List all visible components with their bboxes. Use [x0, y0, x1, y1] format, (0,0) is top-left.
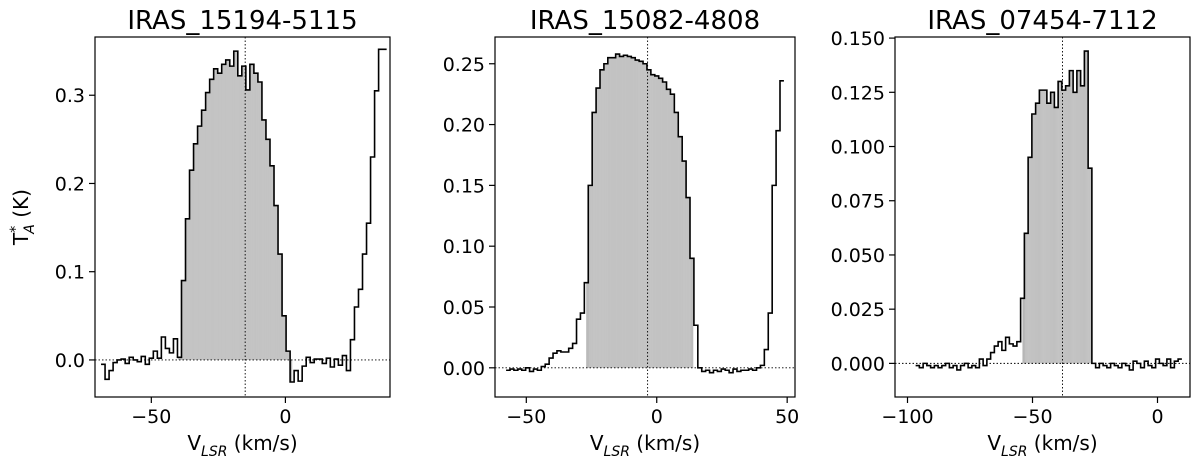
hatch-lines [178, 51, 293, 382]
panel-3: −100 −50 0 0.000 0.025 0.050 0.075 0.100 0.125 0.… [831, 6, 1191, 460]
x-tick-label: −100 [881, 406, 933, 428]
panel-2: −50 0 50 0.00 0.05 0.10 0.15 0.20 0.25 IRAS_15082… [443, 6, 800, 460]
x-tick-label: −50 [1012, 406, 1052, 428]
x-tick-label: 0 [1151, 406, 1163, 428]
hatch-lines [586, 54, 694, 368]
y-tick-label: 0.1 [55, 262, 85, 284]
x-axis-label: VLSR (km/s) [187, 431, 297, 460]
y-tick-label: 0.125 [831, 82, 885, 104]
spectrum-line [506, 53, 784, 374]
x-tick-label: 0 [279, 406, 291, 428]
y-tick-label: 0.3 [55, 85, 85, 107]
y-tick-label: 0.0 [55, 350, 85, 372]
y-tick-label: 0.10 [443, 236, 485, 258]
y-tick-label: 0.050 [831, 245, 885, 267]
spectrum-line [915, 50, 1182, 371]
y-tick-label: 0.00 [443, 358, 485, 380]
x-tick-label: 0 [651, 406, 663, 428]
y-tick-label: 0.075 [831, 191, 885, 213]
x-tick-label: 50 [775, 406, 799, 428]
plot-frame [94, 36, 391, 398]
y-tick-label: 0.150 [831, 28, 885, 50]
x-axis-label: VLSR (km/s) [987, 431, 1097, 460]
y-axis-label: T*A (K) [8, 189, 38, 246]
plot-area [495, 37, 795, 397]
y-tick-label: 0.15 [443, 175, 485, 197]
y-tick-label: 0.100 [831, 137, 885, 159]
y-tick-label: 0.000 [831, 353, 885, 375]
y-tick-label: 0.05 [443, 297, 485, 319]
x-tick-label: −50 [131, 406, 171, 428]
panel-1: −50 0 0.0 0.1 0.2 0.3 IRAS_15194-5115 VLSR (km/… [8, 6, 391, 460]
plot-area [895, 37, 1190, 397]
x-tick-label: −50 [506, 406, 546, 428]
plot-area [95, 37, 390, 397]
panel-title: IRAS_15082-4808 [530, 6, 760, 36]
y-tick-label: 0.025 [831, 299, 885, 321]
hatch-lines [1022, 51, 1092, 364]
y-tick-label: 0.25 [443, 54, 485, 76]
spectrum-line [101, 48, 387, 383]
panel-title: IRAS_15194-5115 [127, 6, 357, 36]
panel-title: IRAS_07454-7112 [927, 6, 1157, 36]
y-tick-label: 0.20 [443, 115, 485, 137]
plot-frame [894, 36, 1191, 398]
plot-frame [494, 36, 796, 398]
x-axis-label: VLSR (km/s) [590, 431, 700, 460]
y-tick-label: 0.2 [55, 173, 85, 195]
